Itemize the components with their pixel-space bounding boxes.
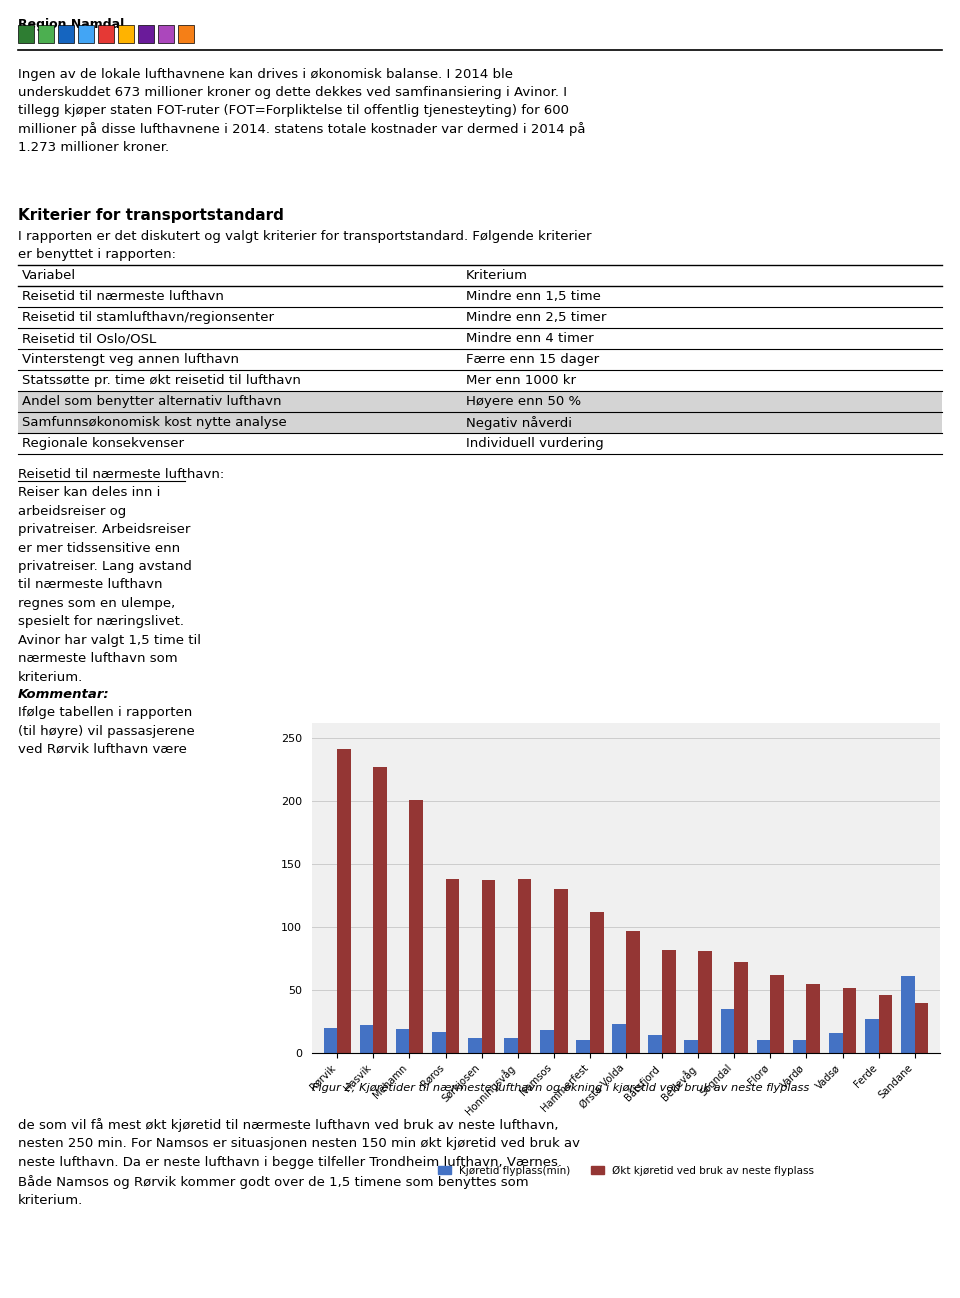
Bar	[396, 1029, 410, 1053]
Bar	[18, 391, 942, 411]
Bar	[18, 411, 942, 434]
Bar	[373, 767, 387, 1053]
Bar	[58, 25, 74, 43]
Bar	[915, 1002, 928, 1053]
Text: Høyere enn 50 %: Høyere enn 50 %	[466, 395, 581, 408]
Bar	[78, 25, 94, 43]
Bar	[445, 879, 459, 1053]
Bar	[612, 1024, 626, 1053]
Text: Individuell vurdering: Individuell vurdering	[466, 437, 604, 450]
Text: Reisetid til nærmeste lufthavn:: Reisetid til nærmeste lufthavn:	[18, 469, 225, 482]
Bar	[793, 1041, 806, 1053]
Text: de som vil få mest økt kjøretid til nærmeste lufthavn ved bruk av neste lufthavn: de som vil få mest økt kjøretid til nærm…	[18, 1118, 580, 1207]
Bar	[806, 984, 820, 1053]
Text: Region Namdal: Region Namdal	[18, 18, 124, 31]
Bar	[98, 25, 114, 43]
Bar	[360, 1025, 373, 1053]
Bar	[504, 1038, 517, 1053]
Bar	[178, 25, 194, 43]
Text: Reiser kan deles inn i
arbeidsreiser og
privatreiser. Arbeidsreiser
er mer tidss: Reiser kan deles inn i arbeidsreiser og …	[18, 485, 201, 684]
Bar	[468, 1038, 482, 1053]
Text: Kriterium: Kriterium	[466, 269, 528, 282]
Text: Samfunnsøkonomisk kost nytte analyse: Samfunnsøkonomisk kost nytte analyse	[22, 415, 287, 430]
Bar	[698, 951, 712, 1053]
Text: Vinterstengt veg annen lufthavn: Vinterstengt veg annen lufthavn	[22, 353, 239, 366]
Text: Reisetid til stamlufthavn/regionsenter: Reisetid til stamlufthavn/regionsenter	[22, 312, 274, 324]
Text: I rapporten er det diskutert og valgt kriterier for transportstandard. Følgende : I rapporten er det diskutert og valgt kr…	[18, 230, 591, 261]
Bar	[517, 879, 532, 1053]
Bar	[158, 25, 174, 43]
Text: Reisetid til Oslo/OSL: Reisetid til Oslo/OSL	[22, 332, 156, 345]
Text: Variabel: Variabel	[22, 269, 76, 282]
Text: Mindre enn 4 timer: Mindre enn 4 timer	[466, 332, 593, 345]
Text: Figur 2; Kjøretider til nærmeste lufthavn og økning i kjøretid ved bruk av neste: Figur 2; Kjøretider til nærmeste lufthav…	[312, 1083, 809, 1093]
Bar	[684, 1041, 698, 1053]
Text: Mer enn 1000 kr: Mer enn 1000 kr	[466, 374, 576, 387]
Bar	[770, 975, 784, 1053]
Bar	[648, 1036, 662, 1053]
Bar	[589, 912, 604, 1053]
Bar	[865, 1019, 878, 1053]
Bar	[410, 800, 423, 1053]
Text: Andel som benytter alternativ lufthavn: Andel som benytter alternativ lufthavn	[22, 395, 281, 408]
Bar	[828, 1033, 843, 1053]
Text: Kriterier for transportstandard: Kriterier for transportstandard	[18, 208, 284, 223]
Bar	[138, 25, 154, 43]
Bar	[878, 996, 893, 1053]
Legend: Kjøretid flyplass(min), Økt kjøretid ved bruk av neste flyplass: Kjøretid flyplass(min), Økt kjøretid ved…	[434, 1162, 818, 1180]
Bar	[482, 880, 495, 1053]
Bar	[554, 889, 567, 1053]
Bar	[18, 25, 34, 43]
Bar	[118, 25, 134, 43]
Bar	[337, 749, 351, 1053]
Bar	[756, 1041, 770, 1053]
Bar	[576, 1041, 589, 1053]
Text: Reisetid til nærmeste lufthavn: Reisetid til nærmeste lufthavn	[22, 289, 224, 302]
Text: Statssøtte pr. time økt reisetid til lufthavn: Statssøtte pr. time økt reisetid til luf…	[22, 374, 300, 387]
Bar	[324, 1028, 337, 1053]
Bar	[721, 1009, 734, 1053]
Bar	[662, 950, 676, 1053]
Text: Negativ nåverdi: Negativ nåverdi	[466, 415, 572, 430]
Bar	[901, 976, 915, 1053]
Bar	[626, 931, 639, 1053]
Bar	[843, 988, 856, 1053]
Text: Mindre enn 1,5 time: Mindre enn 1,5 time	[466, 289, 601, 302]
Text: Mindre enn 2,5 timer: Mindre enn 2,5 timer	[466, 312, 607, 324]
Bar	[734, 962, 748, 1053]
Text: Kommentar:: Kommentar:	[18, 688, 109, 701]
Text: Ingen av de lokale lufthavnene kan drives i økonomisk balanse. I 2014 ble
unders: Ingen av de lokale lufthavnene kan drive…	[18, 67, 586, 154]
Bar	[432, 1032, 445, 1053]
Text: Ifølge tabellen i rapporten
(til høyre) vil passasjerene
ved Rørvik lufthavn vær: Ifølge tabellen i rapporten (til høyre) …	[18, 706, 195, 755]
Text: Færre enn 15 dager: Færre enn 15 dager	[466, 353, 599, 366]
Bar	[540, 1031, 554, 1053]
Text: Regionale konsekvenser: Regionale konsekvenser	[22, 437, 184, 450]
Bar	[38, 25, 54, 43]
